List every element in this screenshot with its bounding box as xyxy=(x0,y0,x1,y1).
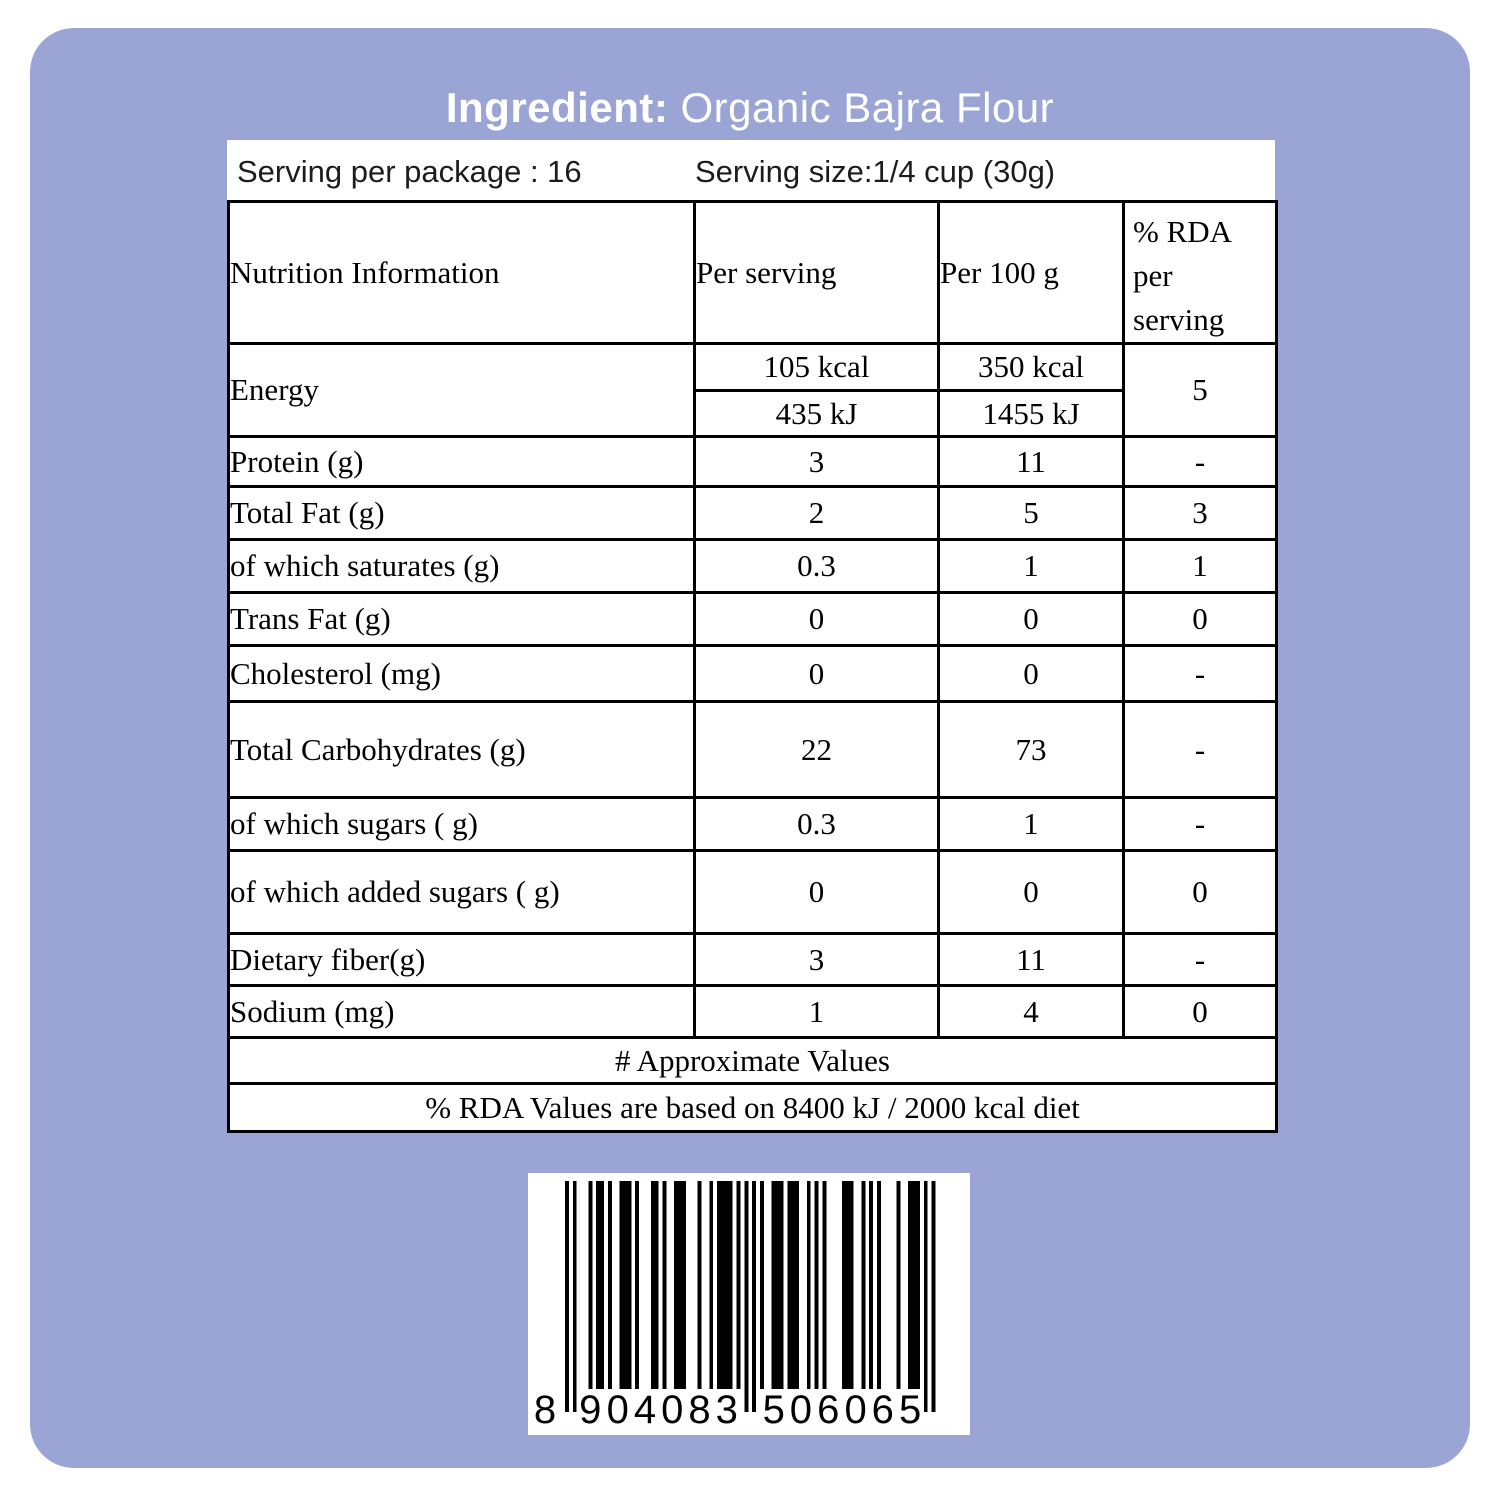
table-row-sugars: of which sugars ( g) 0.3 1 - xyxy=(227,796,1278,852)
table-row-sodium: Sodium (mg) 1 4 0 xyxy=(227,984,1278,1039)
svg-text:9: 9 xyxy=(579,1388,601,1432)
row-label: Total Fat (g) xyxy=(227,485,696,541)
svg-text:6: 6 xyxy=(872,1388,894,1432)
row-per-serving: 1 xyxy=(693,984,940,1039)
note-approximate-values: # Approximate Values xyxy=(227,1036,1278,1085)
row-rda: - xyxy=(1122,796,1278,852)
row-rda: 0 xyxy=(1122,849,1278,935)
row-label: Trans Fat (g) xyxy=(227,591,696,647)
note-rda-basis: % RDA Values are based on 8400 kJ / 2000… xyxy=(227,1082,1278,1133)
row-per-serving: 22 xyxy=(693,700,940,799)
row-per-serving: 2 xyxy=(693,485,940,541)
row-rda: - xyxy=(1122,644,1278,703)
label-card: Ingredient: Organic Bajra Flour Serving … xyxy=(30,28,1470,1468)
col-header-per-100g: Per 100 g xyxy=(937,200,1125,345)
row-per-100g: 0 xyxy=(937,644,1125,703)
nutrition-panel: Serving per package : 16 Serving size:1/… xyxy=(227,140,1278,1133)
row-rda: - xyxy=(1122,700,1278,799)
table-row-energy-kcal: Energy 105 kcal 350 kcal 5 xyxy=(227,342,1278,438)
row-per-100g: 0 xyxy=(937,591,1125,647)
row-label: Protein (g) xyxy=(227,435,696,488)
row-label: Cholesterol (mg) xyxy=(227,644,696,703)
table-row-protein: Protein (g) 3 11 - xyxy=(227,435,1278,488)
svg-text:6: 6 xyxy=(817,1388,839,1432)
row-per-100g: 1 xyxy=(937,796,1125,852)
page-title: Ingredient: Organic Bajra Flour xyxy=(30,84,1470,132)
row-per-100g: 11 xyxy=(937,435,1125,488)
svg-text:5: 5 xyxy=(763,1388,785,1432)
svg-text:3: 3 xyxy=(716,1388,738,1432)
table-row-total-fat: Total Fat (g) 2 5 3 xyxy=(227,485,1278,541)
table-row-trans-fat: Trans Fat (g) 0 0 0 xyxy=(227,591,1278,647)
energy-kj-per-serving: 435 kJ xyxy=(693,389,940,438)
col-header-rda-text: % RDA per serving xyxy=(1133,213,1231,337)
row-per-100g: 73 xyxy=(937,700,1125,799)
row-per-serving: 0.3 xyxy=(693,796,940,852)
serving-per-package: Serving per package : 16 xyxy=(237,154,582,189)
row-label: Sodium (mg) xyxy=(227,984,696,1039)
table-row-dietary-fiber: Dietary fiber(g) 3 11 - xyxy=(227,932,1278,987)
table-row-added-sugars: of which added sugars ( g) 0 0 0 xyxy=(227,849,1278,935)
serving-size: Serving size:1/4 cup (30g) xyxy=(695,154,1056,189)
serving-row: Serving per package : 16 Serving size:1/… xyxy=(227,140,1275,200)
energy-kcal-per-serving: 105 kcal xyxy=(693,342,940,392)
energy-label: Energy xyxy=(227,342,696,438)
row-label: of which sugars ( g) xyxy=(227,796,696,852)
row-rda: 0 xyxy=(1122,984,1278,1039)
row-rda: - xyxy=(1122,435,1278,488)
row-per-100g: 1 xyxy=(937,538,1125,594)
svg-text:0: 0 xyxy=(790,1388,812,1432)
row-rda: - xyxy=(1122,932,1278,987)
svg-text:0: 0 xyxy=(661,1388,683,1432)
title-ingredient-label: Ingredient: xyxy=(445,84,669,131)
row-per-serving: 0.3 xyxy=(693,538,940,594)
table-note-approximate: # Approximate Values xyxy=(227,1036,1278,1085)
svg-text:0: 0 xyxy=(607,1388,629,1432)
table-row-saturates: of which saturates (g) 0.3 1 1 xyxy=(227,538,1278,594)
svg-text:0: 0 xyxy=(844,1388,866,1432)
svg-text:8: 8 xyxy=(688,1388,710,1432)
row-label: Dietary fiber(g) xyxy=(227,932,696,987)
table-row-carbohydrates: Total Carbohydrates (g) 22 73 - xyxy=(227,700,1278,799)
row-per-serving: 0 xyxy=(693,591,940,647)
table-row-cholesterol: Cholesterol (mg) 0 0 - xyxy=(227,644,1278,703)
row-per-serving: 3 xyxy=(693,435,940,488)
row-per-100g: 0 xyxy=(937,849,1125,935)
svg-text:4: 4 xyxy=(634,1388,656,1432)
table-note-rda-basis: % RDA Values are based on 8400 kJ / 2000… xyxy=(227,1082,1278,1133)
table-header-row: Nutrition Information Per serving Per 10… xyxy=(227,200,1278,345)
row-per-100g: 5 xyxy=(937,485,1125,541)
row-per-100g: 11 xyxy=(937,932,1125,987)
energy-kj-per-100g: 1455 kJ xyxy=(937,389,1125,438)
col-header-rda: % RDA per serving xyxy=(1122,200,1278,345)
row-rda: 0 xyxy=(1122,591,1278,647)
row-per-serving: 3 xyxy=(693,932,940,987)
row-per-serving: 0 xyxy=(693,849,940,935)
table-row-energy-kj: 435 kJ 1455 kJ xyxy=(229,389,1277,438)
svg-text:5: 5 xyxy=(899,1388,921,1432)
col-header-per-serving: Per serving xyxy=(693,200,940,345)
row-label: Total Carbohydrates (g) xyxy=(227,700,696,799)
row-per-serving: 0 xyxy=(693,644,940,703)
row-rda: 1 xyxy=(1122,538,1278,594)
col-header-nutrition-information: Nutrition Information xyxy=(227,200,696,345)
row-label: of which added sugars ( g) xyxy=(227,849,696,935)
energy-kcal-per-100g: 350 kcal xyxy=(937,342,1125,392)
row-label: of which saturates (g) xyxy=(227,538,696,594)
nutrition-table: Nutrition Information Per serving Per 10… xyxy=(227,200,1278,1133)
energy-rda: 5 xyxy=(1122,342,1278,438)
svg-text:8: 8 xyxy=(534,1388,556,1432)
row-rda: 3 xyxy=(1122,485,1278,541)
row-per-100g: 4 xyxy=(937,984,1125,1039)
title-ingredient-value: Organic Bajra Flour xyxy=(668,84,1055,131)
